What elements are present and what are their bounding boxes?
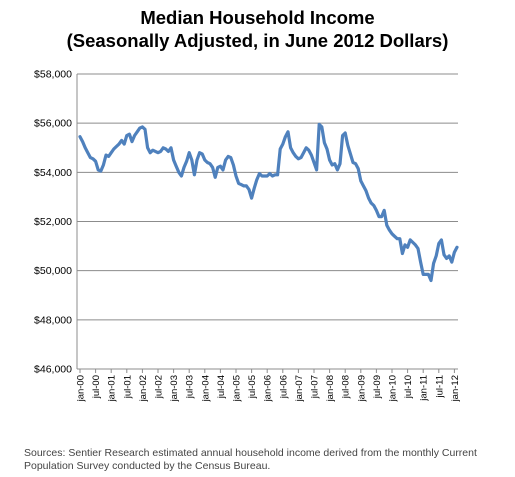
y-axis-ticks: $46,000 $48,000 $50,000 $52,000 $54,000 $56,0… — [34, 69, 72, 376]
source-note: Sources: Sentier Research estimated annu… — [24, 447, 477, 472]
x-tick-label: jul-10 — [403, 375, 414, 399]
x-tick-label: jan-04 — [200, 375, 211, 402]
line-chart: $46,000 $48,000 $50,000 $52,000 $54,000 $56,0… — [34, 69, 461, 403]
x-tick-label: jul-00 — [91, 375, 102, 399]
x-axis-ticks: jan-00 jul-00 jan-01 jul-01 jan-02 jul-02 jan-… — [76, 369, 461, 402]
chart-title: Median Household Income (Seasonally Adju… — [0, 6, 515, 52]
x-tick-label: jul-05 — [247, 375, 258, 399]
x-tick-label: jan-01 — [107, 375, 118, 402]
x-tick-label: jan-12 — [450, 375, 461, 402]
x-tick-label: jul-08 — [341, 375, 352, 399]
y-tick-label: $58,000 — [34, 69, 72, 81]
series-line — [78, 122, 459, 283]
x-tick-label: jan-02 — [138, 375, 149, 402]
x-tick-label: jan-10 — [388, 375, 399, 402]
series-layer — [78, 122, 459, 283]
x-tick-label: jan-11 — [419, 375, 430, 402]
x-tick-label: jul-07 — [310, 375, 321, 399]
title-line-1: Median Household Income — [140, 7, 375, 28]
x-tick-label: jul-02 — [154, 375, 165, 399]
x-tick-label: jan-07 — [294, 375, 305, 402]
x-tick-label: jul-01 — [122, 375, 133, 399]
y-tick-label: $48,000 — [34, 314, 72, 326]
x-tick-label: jan-03 — [169, 375, 180, 402]
gridlines — [77, 73, 458, 321]
y-tick-label: $56,000 — [34, 118, 72, 130]
y-tick-label: $52,000 — [34, 216, 72, 228]
axes — [76, 74, 458, 370]
y-tick-label: $46,000 — [34, 364, 72, 376]
x-tick-label: jan-06 — [263, 375, 274, 402]
title-line-2: (Seasonally Adjusted, in June 2012 Dolla… — [66, 30, 449, 51]
x-tick-label: jan-05 — [232, 375, 243, 402]
x-tick-label: jul-04 — [216, 375, 227, 399]
x-tick-label: jul-03 — [185, 375, 196, 399]
x-tick-label: jul-11 — [434, 375, 445, 399]
x-tick-label: jul-06 — [278, 375, 289, 399]
x-tick-label: jul-09 — [372, 375, 383, 399]
x-tick-label: jan-08 — [325, 375, 336, 402]
y-tick-label: $50,000 — [34, 265, 72, 277]
y-tick-label: $54,000 — [34, 167, 72, 179]
x-tick-label: jan-00 — [76, 375, 87, 402]
x-tick-label: jan-09 — [356, 375, 367, 402]
